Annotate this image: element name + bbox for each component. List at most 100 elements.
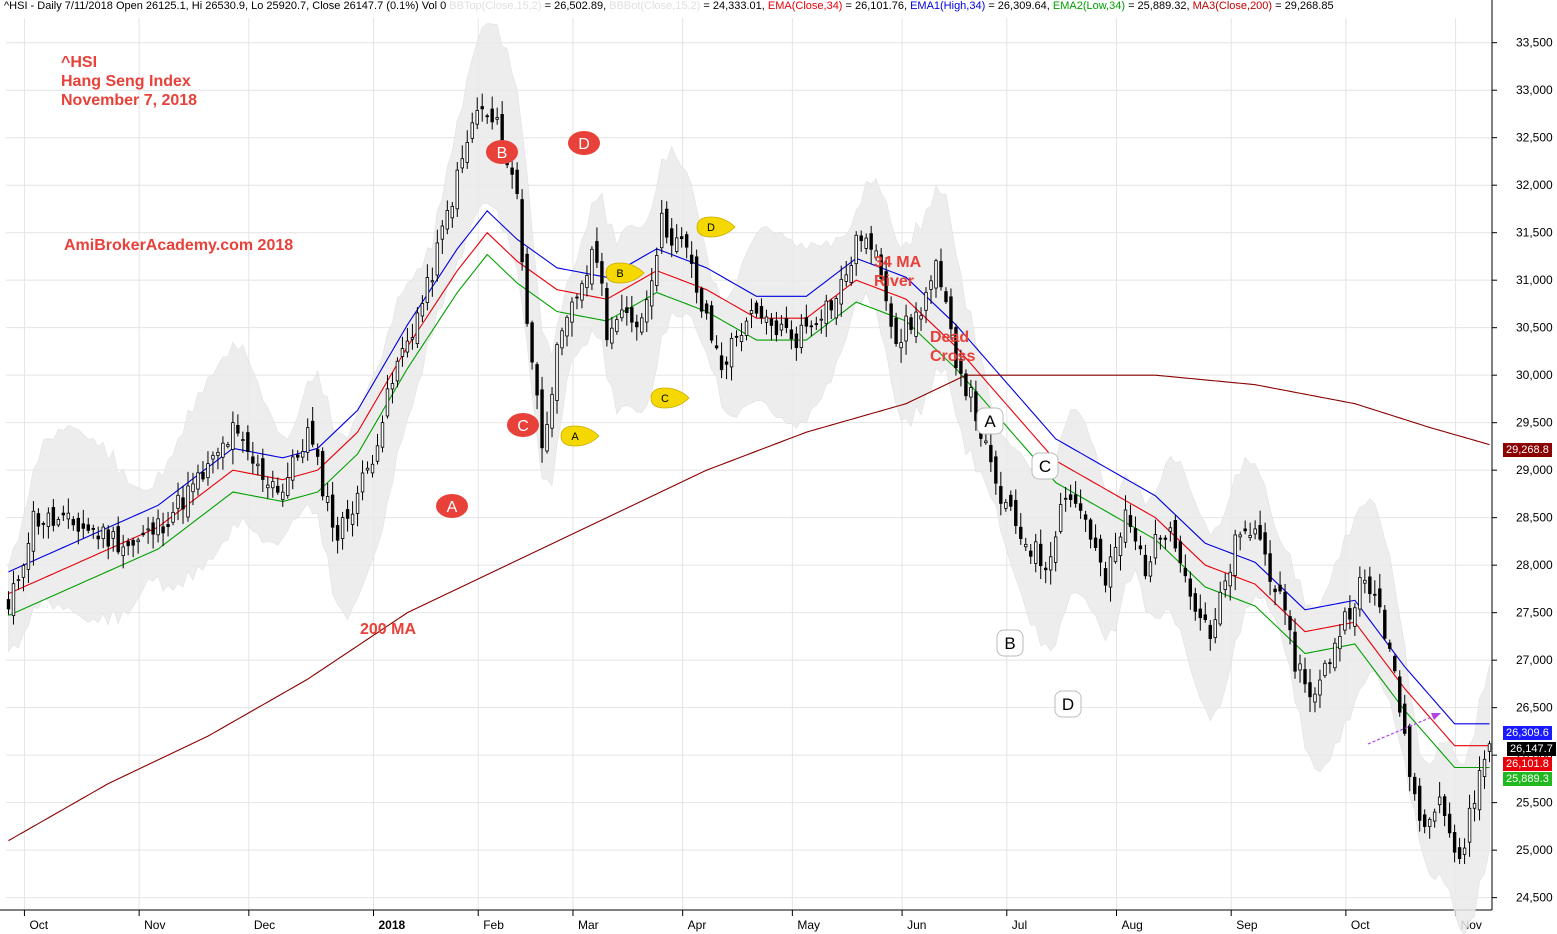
candle-body bbox=[1278, 584, 1282, 592]
candle-body bbox=[1383, 609, 1387, 639]
candle-body bbox=[914, 311, 918, 337]
candle-body bbox=[1343, 611, 1347, 631]
candle-body bbox=[1213, 619, 1217, 639]
candle-body bbox=[595, 241, 599, 263]
y-tick-label: 33,500 bbox=[1516, 36, 1553, 50]
candle-body bbox=[590, 248, 594, 285]
candle-body bbox=[71, 519, 76, 526]
candle-body bbox=[405, 340, 410, 353]
marker-red-d-label: D bbox=[578, 136, 590, 153]
dead-cross-line1: Dead bbox=[930, 329, 970, 346]
candle-body bbox=[355, 492, 360, 514]
candle-body bbox=[310, 420, 315, 445]
candle-body bbox=[1078, 503, 1083, 511]
candle-body bbox=[1398, 676, 1402, 713]
candle-body bbox=[949, 296, 953, 330]
x-tick-label: Feb bbox=[483, 918, 504, 932]
candle-body bbox=[1218, 591, 1222, 625]
y-tick-label: 25,500 bbox=[1516, 796, 1553, 810]
candle-body bbox=[31, 510, 36, 552]
candle-body bbox=[430, 280, 435, 283]
candle-body bbox=[106, 529, 110, 547]
candle-body bbox=[495, 117, 499, 120]
candle-body bbox=[1133, 528, 1138, 542]
candle-body bbox=[360, 472, 365, 493]
candle-body bbox=[415, 312, 420, 344]
candle-body bbox=[1233, 534, 1237, 576]
candle-body bbox=[655, 255, 659, 286]
candle-body bbox=[186, 485, 190, 518]
candle-body bbox=[61, 512, 66, 516]
candle-body bbox=[440, 225, 445, 240]
candle-body bbox=[375, 445, 380, 462]
header-bbtop-label: BBTop(Close,15,2) bbox=[449, 0, 542, 12]
candle-body bbox=[704, 303, 709, 314]
marker-white-a bbox=[976, 407, 1004, 435]
candle-body bbox=[600, 261, 604, 284]
candle-body bbox=[1388, 642, 1392, 649]
candle-body bbox=[640, 317, 644, 333]
candle-body bbox=[1163, 537, 1168, 540]
candle-body bbox=[81, 523, 85, 529]
candle-body bbox=[126, 541, 130, 547]
candle-body bbox=[879, 254, 883, 279]
candle-body bbox=[650, 280, 654, 307]
candle-body bbox=[141, 532, 145, 536]
candle-body bbox=[231, 422, 235, 450]
candle-body bbox=[1203, 614, 1207, 621]
candle-body bbox=[340, 517, 345, 540]
candle-body bbox=[1462, 847, 1467, 855]
marker-white-b-label: B bbox=[1004, 634, 1015, 653]
candle-body bbox=[286, 477, 290, 496]
candle-body bbox=[1208, 624, 1212, 640]
candle-body bbox=[739, 335, 744, 343]
site-watermark: AmiBrokerAcademy.com 2018 bbox=[64, 237, 294, 254]
header-ema1-value: = 26,309.64, bbox=[985, 0, 1053, 12]
marker-yellow-c bbox=[650, 387, 690, 409]
candle-body bbox=[1073, 494, 1078, 504]
candle-body bbox=[874, 250, 878, 258]
candle-body bbox=[1138, 545, 1143, 550]
candle-body bbox=[784, 318, 789, 328]
candle-body bbox=[261, 458, 265, 480]
candle-body bbox=[56, 519, 61, 526]
candle-body bbox=[1228, 571, 1232, 587]
marker-white-a-label: A bbox=[984, 412, 996, 431]
candle-body bbox=[36, 513, 41, 527]
marker-red-b bbox=[486, 140, 518, 164]
candle-body bbox=[1093, 537, 1098, 548]
candle-body bbox=[146, 528, 150, 531]
candle-body bbox=[1303, 669, 1307, 685]
x-tick-label: Jun bbox=[907, 918, 926, 932]
candle-body bbox=[76, 517, 81, 532]
candle-body bbox=[630, 307, 634, 323]
candle-body bbox=[1333, 642, 1337, 669]
candle-body bbox=[410, 337, 415, 340]
candle-body bbox=[969, 387, 973, 398]
candle-body bbox=[1358, 577, 1362, 610]
candle-body bbox=[480, 106, 484, 110]
ema-high-price-badge: 26,309.6 bbox=[1503, 726, 1552, 740]
candle-body bbox=[435, 242, 440, 276]
candle-body bbox=[460, 158, 464, 169]
candle-body bbox=[470, 122, 474, 139]
candle-body bbox=[959, 358, 963, 374]
candle-body bbox=[759, 306, 764, 319]
x-tick-label: Oct bbox=[1351, 918, 1370, 932]
candle-body bbox=[844, 274, 848, 282]
candle-body bbox=[1034, 541, 1038, 564]
candle-body bbox=[585, 275, 589, 289]
candle-body bbox=[565, 316, 569, 337]
candle-body bbox=[1263, 532, 1267, 555]
y-tick-label: 24,500 bbox=[1516, 891, 1553, 905]
candle-body bbox=[1103, 568, 1108, 586]
candle-body bbox=[1188, 578, 1193, 597]
y-tick-label: 32,500 bbox=[1516, 131, 1553, 145]
candle-body bbox=[191, 483, 195, 493]
candle-body bbox=[1403, 703, 1407, 734]
candle-body bbox=[665, 208, 669, 238]
candle-body bbox=[939, 261, 943, 288]
candle-body bbox=[211, 455, 215, 460]
candle-body bbox=[176, 494, 180, 509]
y-tick-label: 30,500 bbox=[1516, 321, 1553, 335]
